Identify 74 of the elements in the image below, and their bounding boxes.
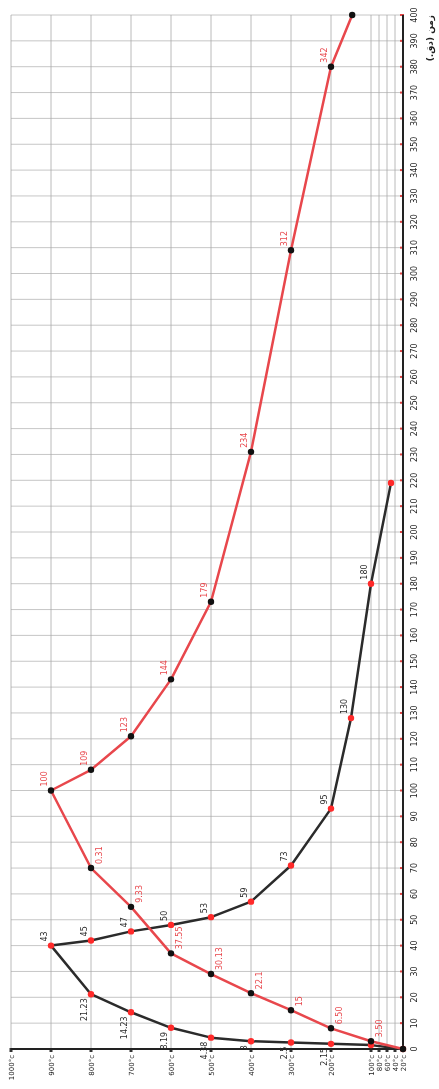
- annotation: 8.19: [160, 1031, 169, 1050]
- y-axis-title: زمن (دق.): [425, 15, 436, 62]
- annotation: 3: [240, 1045, 249, 1051]
- annotation: 47: [120, 917, 129, 928]
- annotation: 123: [120, 716, 129, 733]
- y-tick-label: 290: [410, 291, 419, 307]
- annotation: 144: [160, 660, 169, 676]
- annotation: 342: [320, 47, 329, 63]
- y-tick-label: 110: [410, 757, 419, 773]
- y-tick-label: 320: [410, 214, 419, 230]
- y-tick-label: 340: [410, 162, 419, 178]
- y-tick-label: 250: [410, 395, 419, 411]
- y-tick-label: 60: [410, 888, 419, 899]
- y-tick-label: 400: [410, 7, 419, 23]
- y-tick-label: 180: [410, 576, 419, 592]
- annotation: 312: [280, 230, 289, 247]
- y-tick-label: 270: [410, 343, 419, 359]
- y-tick-label: 140: [410, 679, 419, 695]
- y-tick-label: 240: [410, 420, 419, 437]
- y-tick-label: 160: [410, 627, 419, 644]
- y-tick-label: 230: [410, 446, 419, 463]
- y-tick-label: 120: [410, 731, 419, 747]
- annotation: 100: [40, 771, 49, 787]
- y-tick-label: 210: [410, 498, 419, 514]
- annotation: 43: [40, 931, 49, 942]
- y-tick-label: 330: [410, 188, 419, 204]
- y-tick-label: 10: [410, 1018, 419, 1029]
- annotation: 15: [295, 996, 304, 1007]
- y-tick-label: 350: [410, 136, 419, 152]
- annotation: 14.23: [120, 1016, 129, 1040]
- annotation: 180: [360, 564, 369, 580]
- y-tick-label: 260: [410, 369, 419, 385]
- y-tick-label: 150: [410, 653, 419, 669]
- annotation: 21.23: [80, 998, 89, 1022]
- y-tick-label: 30: [410, 966, 419, 977]
- y-tick-label: 390: [410, 33, 419, 49]
- annotation: 4.38: [200, 1041, 209, 1060]
- y-tick-label: 40: [410, 940, 419, 951]
- y-tick-label: 370: [410, 84, 419, 101]
- annotation: 45: [80, 926, 89, 937]
- annotation: 179: [200, 582, 209, 598]
- y-tick-label: 190: [410, 550, 419, 566]
- annotation: 0.31: [95, 846, 104, 865]
- annotation: 59: [240, 887, 249, 898]
- y-tick-label: 300: [410, 265, 419, 282]
- y-tick-label: 0: [410, 1046, 419, 1052]
- y-tick-label: 170: [410, 601, 419, 618]
- y-tick-label: 200: [410, 524, 419, 540]
- y-tick-label: 70: [410, 862, 419, 874]
- annotation: 9.33: [135, 885, 144, 903]
- annotation: 37.55: [175, 926, 184, 950]
- y-tick-label: 90: [410, 811, 419, 822]
- annotation: 30.13: [215, 947, 224, 971]
- annotation: 50: [160, 910, 169, 921]
- y-tick-label: 80: [410, 837, 419, 848]
- annotation: 109: [80, 750, 89, 766]
- y-tick-label: 20: [410, 992, 419, 1003]
- y-tick-label: 280: [410, 317, 419, 333]
- annotation: 3.50: [375, 1019, 384, 1038]
- y-tick-label: 130: [410, 705, 419, 721]
- annotation: 2.5: [280, 1046, 289, 1060]
- annotation: 22.1: [255, 971, 264, 990]
- annotation: 95: [320, 794, 329, 805]
- y-tick-label: 310: [410, 240, 419, 256]
- y-tick-label: 100: [410, 782, 419, 799]
- y-tick-label: 380: [410, 59, 419, 75]
- y-tick-label: 220: [410, 472, 419, 488]
- y-tick-label: 50: [410, 914, 419, 925]
- annotation: 73: [280, 851, 289, 862]
- y-tick-label: 360: [410, 110, 419, 127]
- annotation: 234: [240, 432, 249, 448]
- annotation: 130: [340, 698, 349, 715]
- annotation: 6.50: [335, 1006, 344, 1025]
- annotation: 53: [200, 902, 209, 914]
